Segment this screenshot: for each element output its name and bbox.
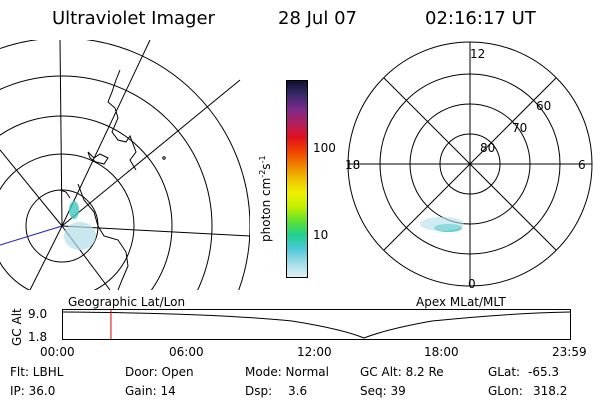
- time-label: 02:16:17 UT: [425, 8, 536, 29]
- altitude-plot: [62, 309, 571, 340]
- date-label: 28 Jul 07: [278, 8, 357, 29]
- mlt-label-0: 0: [468, 277, 476, 291]
- apex-polar-map: 12 18 6 0 60 70 80: [345, 41, 593, 291]
- lat-label-70: 70: [512, 121, 527, 135]
- colorbar-tick-100: 100: [313, 141, 336, 155]
- mlt-label-6: 6: [578, 158, 586, 172]
- lat-label-60: 60: [536, 99, 551, 113]
- ip-info: IP: 36.0: [10, 384, 56, 398]
- mlt-label-18: 18: [345, 158, 360, 172]
- glon-label: GLon:: [488, 384, 523, 398]
- altitude-ytick-high: 9.0: [28, 307, 48, 321]
- door-info: Door: Open: [125, 365, 194, 379]
- xtick-0000: 00:00: [40, 345, 75, 359]
- altitude-ytick-low: 1.8: [28, 330, 48, 344]
- glat-value: -65.3: [528, 365, 560, 379]
- geographic-map-label: Geographic Lat/Lon: [68, 295, 186, 309]
- seq-info: Seq: 39: [360, 384, 406, 398]
- dsp-label: Dsp:: [245, 384, 273, 398]
- altitude-ylabel: GC Alt: [10, 308, 24, 346]
- glat-label: GLat:: [488, 365, 521, 379]
- lat-label-80: 80: [480, 141, 495, 155]
- filter-info: Flt: LBHL: [10, 365, 64, 379]
- dsp-value: 3.6: [288, 384, 308, 398]
- colorbar-tick-10: 10: [313, 228, 329, 242]
- mlt-label-12: 12: [470, 47, 485, 61]
- xtick-2359: 23:59: [552, 345, 587, 359]
- gain-info: Gain: 14: [125, 384, 176, 398]
- xtick-1800: 18:00: [424, 345, 459, 359]
- glon-value: 318.2: [533, 384, 568, 398]
- apex-map-label: Apex MLat/MLT: [416, 295, 506, 309]
- xtick-0600: 06:00: [169, 345, 204, 359]
- xtick-1200: 12:00: [297, 345, 332, 359]
- gc-alt-info: GC Alt: 8.2 Re: [360, 365, 444, 379]
- geographic-map: [0, 40, 250, 290]
- instrument-title: Ultraviolet Imager: [52, 8, 215, 29]
- colorbar: [286, 80, 308, 278]
- mode-info: Mode: Normal: [245, 365, 329, 379]
- colorbar-unit-label: photon cm-2s-1: [258, 155, 273, 242]
